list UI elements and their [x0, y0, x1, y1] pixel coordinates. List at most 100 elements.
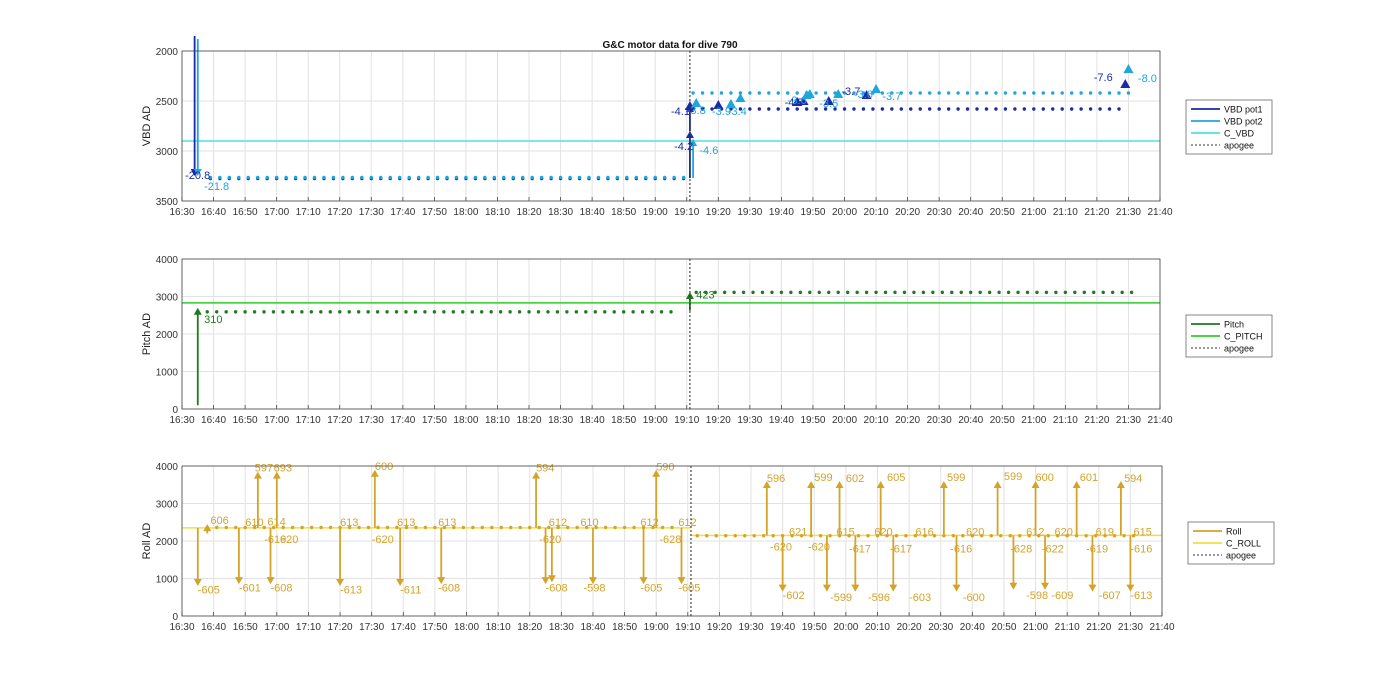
data-label: 612	[1026, 526, 1044, 538]
data-label: -620	[372, 534, 394, 546]
data-point	[1122, 534, 1126, 538]
data-label: -628	[659, 534, 681, 546]
data-label: -596	[868, 592, 890, 604]
x-tick-label: 21:10	[1053, 415, 1078, 426]
data-point	[594, 525, 598, 530]
data-point	[827, 290, 831, 295]
data-point	[356, 310, 361, 314]
data-point	[1008, 534, 1012, 538]
y-tick-label: 2000	[156, 537, 179, 548]
arrow-head	[689, 139, 698, 146]
data-label: -21.8	[204, 181, 229, 193]
data-point	[1131, 534, 1136, 538]
arrow-head	[1072, 481, 1081, 488]
data-point	[452, 525, 456, 530]
x-tick-label: 20:50	[990, 415, 1015, 426]
x-tick-label: 19:20	[706, 207, 731, 218]
x-tick-label: 18:10	[485, 207, 510, 218]
data-point	[369, 175, 373, 180]
data-point	[1117, 107, 1121, 111]
data-point	[893, 290, 897, 295]
data-label: -616	[950, 543, 972, 555]
data-point	[790, 534, 794, 538]
data-point	[284, 175, 288, 180]
data-label: 596	[767, 473, 785, 485]
legend-entry: VBD pot2	[1224, 117, 1263, 127]
data-point	[537, 525, 541, 530]
data-point	[404, 525, 409, 530]
data-label: -7.6	[1094, 72, 1113, 84]
data-label: 620	[280, 534, 298, 546]
data-label: -3.5	[819, 98, 838, 110]
data-point	[880, 107, 885, 111]
data-marker	[823, 96, 834, 105]
data-point	[1117, 91, 1121, 95]
data-point	[234, 525, 238, 530]
x-tick-label: 19:50	[802, 622, 827, 633]
data-label: -605	[678, 583, 700, 595]
data-point	[271, 310, 276, 314]
legend-entry: apogee	[1226, 551, 1256, 561]
y-axis-label: VBD AD	[141, 106, 153, 146]
data-point	[556, 525, 560, 530]
data-point	[918, 91, 922, 95]
x-tick-label: 20:10	[864, 415, 889, 426]
data-point	[880, 91, 885, 95]
legend-entry: C_PITCH	[1224, 332, 1263, 342]
data-point	[1037, 534, 1041, 538]
data-point	[407, 175, 411, 180]
x-tick-label: 20:50	[990, 207, 1015, 218]
data-point	[767, 91, 771, 95]
arrow-head	[876, 481, 885, 488]
data-point	[360, 175, 364, 180]
x-tick-label: 17:00	[264, 207, 289, 218]
data-point	[1073, 290, 1077, 295]
data-point	[530, 175, 534, 180]
data-point	[789, 290, 793, 295]
x-tick-label: 21:40	[1149, 622, 1174, 633]
arrow-head	[652, 469, 661, 477]
data-label: -3.8	[687, 105, 706, 117]
data-label: -3.4	[728, 106, 747, 118]
plot-area	[182, 51, 1160, 201]
data-label: -3.7	[882, 91, 901, 103]
x-tick-label: 16:50	[233, 415, 258, 426]
data-label: 600	[375, 461, 393, 473]
y-tick-label: 0	[172, 612, 178, 623]
arrow-head	[1041, 582, 1050, 590]
data-point	[281, 525, 285, 530]
x-tick-label: 17:30	[359, 207, 384, 218]
data-point	[940, 290, 945, 295]
y-tick-label: 2500	[156, 97, 179, 108]
data-point	[913, 534, 918, 538]
data-label: 612	[640, 517, 658, 529]
arrow-head	[541, 577, 550, 585]
data-point	[1032, 91, 1036, 95]
data-point	[694, 290, 698, 295]
data-point	[246, 175, 250, 180]
x-tick-label: 16:40	[201, 622, 226, 633]
data-point	[959, 290, 963, 295]
data-point	[1046, 534, 1050, 538]
data-label: -3.6	[788, 95, 807, 107]
data-point	[950, 290, 954, 295]
x-tick-label: 21:20	[1086, 622, 1111, 633]
data-point	[549, 175, 553, 180]
data-point	[1022, 91, 1027, 95]
data-point	[281, 310, 285, 314]
data-point	[404, 310, 408, 314]
data-point	[890, 107, 894, 111]
data-point	[435, 175, 440, 180]
x-tick-label: 18:20	[517, 622, 542, 633]
data-point	[710, 91, 714, 95]
x-tick-label: 21:20	[1084, 415, 1109, 426]
data-point	[253, 525, 257, 530]
data-point	[584, 310, 588, 314]
data-point	[271, 525, 276, 530]
data-label: -620	[808, 541, 830, 553]
data-point	[347, 525, 352, 530]
data-label: 612	[678, 517, 696, 529]
data-point	[432, 310, 437, 314]
data-point	[574, 310, 579, 314]
